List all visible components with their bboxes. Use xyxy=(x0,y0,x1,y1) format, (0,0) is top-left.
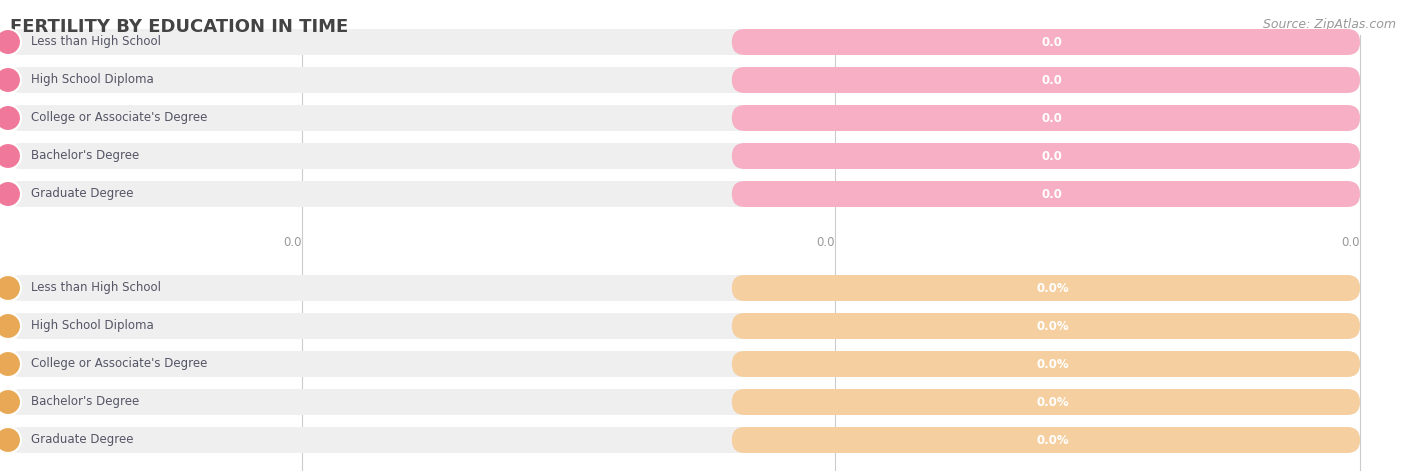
Circle shape xyxy=(0,427,21,453)
FancyBboxPatch shape xyxy=(733,105,1360,131)
Text: FERTILITY BY EDUCATION IN TIME: FERTILITY BY EDUCATION IN TIME xyxy=(10,18,349,36)
FancyBboxPatch shape xyxy=(733,143,1360,169)
FancyBboxPatch shape xyxy=(8,143,1360,169)
FancyBboxPatch shape xyxy=(8,29,1360,55)
FancyBboxPatch shape xyxy=(8,427,1360,453)
Circle shape xyxy=(0,67,21,93)
Circle shape xyxy=(0,313,21,339)
FancyBboxPatch shape xyxy=(733,313,1360,339)
FancyBboxPatch shape xyxy=(8,351,1360,377)
FancyBboxPatch shape xyxy=(8,389,1360,415)
FancyBboxPatch shape xyxy=(733,351,1360,377)
Text: Bachelor's Degree: Bachelor's Degree xyxy=(31,396,139,408)
FancyBboxPatch shape xyxy=(733,275,1360,301)
Text: 0.0: 0.0 xyxy=(1042,36,1063,48)
Circle shape xyxy=(0,389,21,415)
Text: Less than High School: Less than High School xyxy=(31,36,162,48)
Text: 0.0%: 0.0% xyxy=(1036,320,1069,332)
Text: 0.0%: 0.0% xyxy=(1036,358,1069,370)
Text: 0.0%: 0.0% xyxy=(1036,396,1069,408)
Text: 0.0%: 0.0% xyxy=(1036,434,1069,446)
Text: 0.0: 0.0 xyxy=(1042,112,1063,124)
Circle shape xyxy=(0,351,21,377)
FancyBboxPatch shape xyxy=(733,29,1360,55)
Text: 0.0: 0.0 xyxy=(1042,150,1063,162)
FancyBboxPatch shape xyxy=(8,67,1360,93)
Text: Graduate Degree: Graduate Degree xyxy=(31,434,134,446)
Text: High School Diploma: High School Diploma xyxy=(31,74,155,86)
FancyBboxPatch shape xyxy=(8,313,1360,339)
Circle shape xyxy=(0,105,21,131)
Text: Bachelor's Degree: Bachelor's Degree xyxy=(31,150,139,162)
FancyBboxPatch shape xyxy=(733,67,1360,93)
Circle shape xyxy=(0,29,21,55)
Text: 0.0: 0.0 xyxy=(1042,74,1063,86)
Circle shape xyxy=(0,275,21,301)
FancyBboxPatch shape xyxy=(733,427,1360,453)
Text: High School Diploma: High School Diploma xyxy=(31,320,155,332)
Text: Less than High School: Less than High School xyxy=(31,282,162,294)
Text: 0.0: 0.0 xyxy=(284,236,302,249)
FancyBboxPatch shape xyxy=(8,105,1360,131)
Text: Source: ZipAtlas.com: Source: ZipAtlas.com xyxy=(1263,18,1396,31)
Text: Graduate Degree: Graduate Degree xyxy=(31,188,134,200)
Text: College or Associate's Degree: College or Associate's Degree xyxy=(31,358,208,370)
Text: 0.0: 0.0 xyxy=(817,236,835,249)
Text: 0.0%: 0.0% xyxy=(1036,282,1069,294)
FancyBboxPatch shape xyxy=(8,181,1360,207)
FancyBboxPatch shape xyxy=(733,181,1360,207)
Circle shape xyxy=(0,143,21,169)
Circle shape xyxy=(0,181,21,207)
Text: 0.0: 0.0 xyxy=(1042,188,1063,200)
Text: College or Associate's Degree: College or Associate's Degree xyxy=(31,112,208,124)
FancyBboxPatch shape xyxy=(733,389,1360,415)
Text: 0.0: 0.0 xyxy=(1341,236,1360,249)
FancyBboxPatch shape xyxy=(8,275,1360,301)
